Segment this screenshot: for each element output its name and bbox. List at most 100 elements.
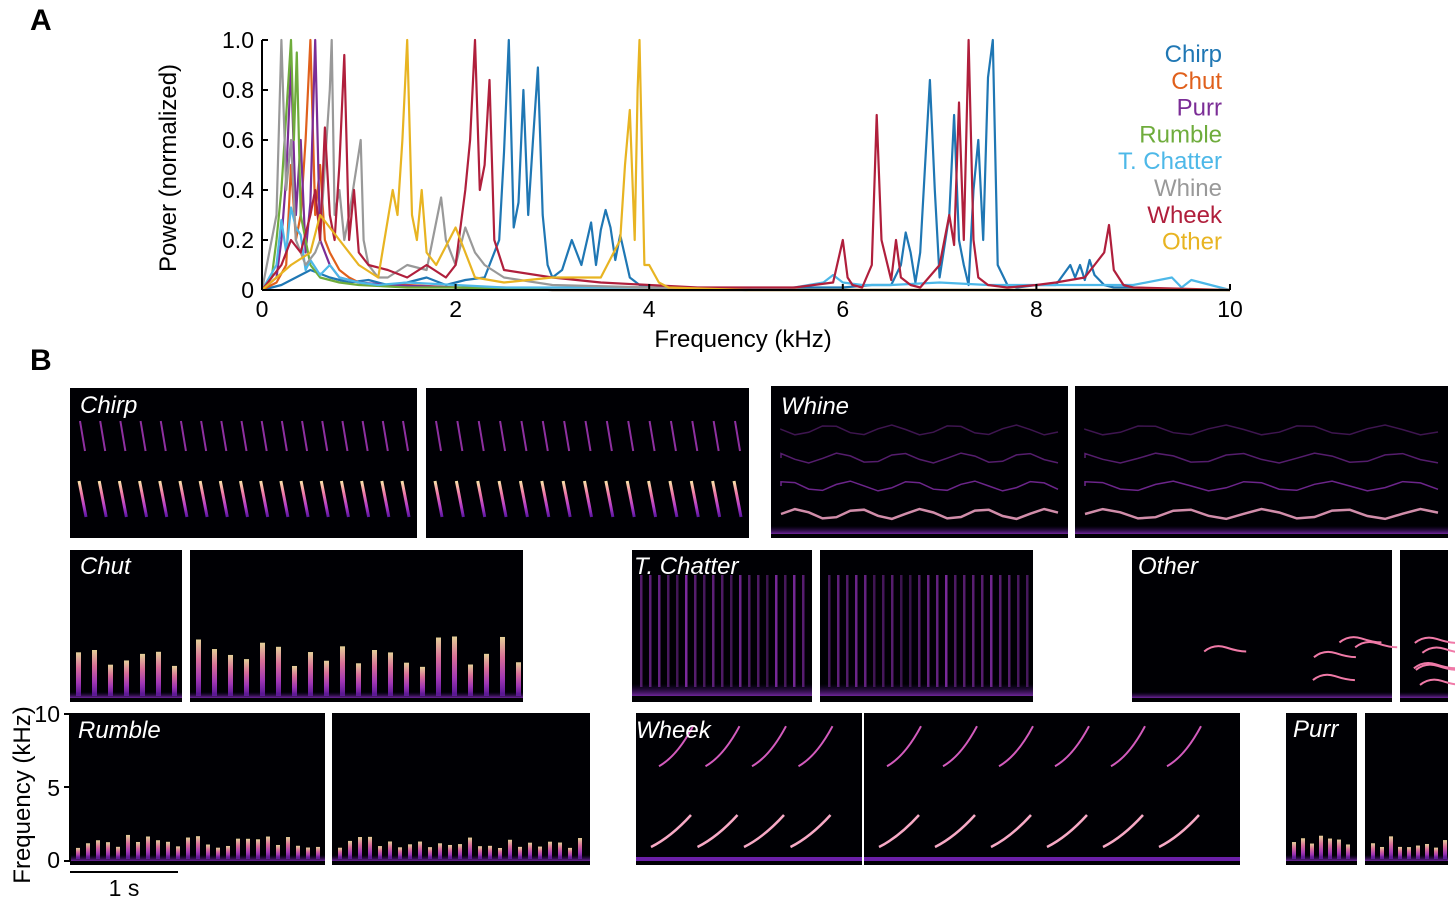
sweep-mark	[1166, 725, 1202, 768]
pulse-mark	[1319, 835, 1323, 859]
call-contour	[1419, 678, 1455, 686]
syllable-mark	[691, 420, 699, 452]
click-mark	[873, 575, 876, 687]
click-mark	[945, 575, 948, 687]
call-contour	[1421, 646, 1455, 654]
sweep-mark	[1110, 725, 1146, 768]
sweep-mark	[1054, 725, 1090, 768]
pulse-mark	[378, 846, 382, 859]
pulse-mark	[448, 844, 452, 859]
pulse-mark	[1416, 845, 1420, 859]
spectrogram-background	[1075, 386, 1448, 538]
click-mark	[1026, 575, 1029, 687]
pulse-mark	[568, 847, 572, 859]
click-mark	[766, 575, 769, 687]
pulse-mark	[276, 844, 280, 859]
pulse-mark	[186, 837, 190, 859]
pulse-mark	[116, 846, 120, 859]
pulse-mark	[196, 639, 201, 696]
sweep-mark	[705, 725, 741, 768]
series-lines	[260, 38, 1231, 292]
syllable-mark	[456, 420, 464, 452]
syllable-mark	[159, 420, 167, 452]
click-mark	[667, 575, 670, 687]
spectrogram-label: Chirp	[80, 392, 137, 419]
click-mark	[927, 575, 930, 687]
syllable-mark	[400, 480, 411, 518]
spectrogram-chatter-1	[632, 550, 812, 702]
sweep-mark	[942, 725, 978, 768]
spectrogram-whine-1	[771, 386, 1068, 538]
y-tick-label: 0.8	[222, 77, 254, 103]
syllable-mark	[669, 420, 677, 452]
pulse-mark	[1301, 838, 1305, 859]
x-tick-label: 2	[449, 296, 462, 322]
call-contour	[1313, 650, 1356, 659]
call-contour	[1203, 645, 1247, 653]
spectrogram-background	[771, 386, 1068, 538]
click-mark	[981, 575, 984, 687]
click-mark	[739, 575, 742, 687]
noise-floor	[1400, 692, 1448, 698]
pulse-mark	[136, 841, 140, 859]
spectrogram-background	[864, 713, 1240, 865]
syllable-mark	[435, 420, 442, 452]
sweep-mark	[1102, 814, 1144, 849]
y-tick-label: 0.4	[222, 177, 254, 203]
syllable-mark	[339, 480, 350, 518]
noise-floor	[70, 692, 182, 698]
syllable-mark	[647, 480, 658, 518]
noise-floor	[332, 855, 590, 861]
pulse-mark	[548, 841, 552, 859]
pulse-mark	[1346, 844, 1350, 859]
pulse-mark	[306, 847, 310, 859]
spectrogram-wheek-1	[636, 713, 862, 865]
syllable-mark	[319, 480, 330, 518]
sweep-mark	[743, 814, 785, 849]
harmonic-contour	[1084, 424, 1439, 436]
pulse-mark	[1292, 842, 1296, 859]
pulse-mark	[1389, 836, 1393, 859]
syllable-mark	[734, 420, 741, 452]
click-mark	[703, 575, 706, 687]
harmonic-contour	[1084, 480, 1439, 492]
pulse-mark	[256, 839, 260, 859]
syllable-mark	[541, 420, 549, 452]
click-mark	[721, 575, 724, 687]
click-mark	[972, 575, 975, 687]
pulse-mark	[86, 843, 90, 859]
syllable-mark	[380, 480, 391, 518]
click-mark	[909, 575, 912, 687]
click-mark	[685, 575, 688, 687]
pulse-mark	[372, 650, 377, 696]
syllable-mark	[301, 420, 309, 452]
pulse-mark	[212, 649, 217, 696]
click-mark	[640, 575, 643, 687]
sweep-mark	[798, 725, 834, 768]
spectrogram-label: Purr	[1293, 716, 1339, 743]
legend-entry: Rumble	[1139, 121, 1222, 148]
click-mark	[694, 575, 697, 687]
pulse-mark	[484, 653, 489, 696]
syllable-mark	[605, 420, 613, 452]
pulse-mark	[246, 838, 250, 859]
x-tick-label: 0	[256, 296, 269, 322]
spectrogram-chatter-2	[820, 550, 1033, 702]
pulse-mark	[236, 838, 240, 859]
pulse-mark	[76, 847, 80, 859]
syllable-mark	[99, 420, 107, 452]
syllable-mark	[139, 420, 147, 452]
syllable-mark	[477, 420, 485, 452]
syllable-mark	[625, 480, 636, 518]
syllable-mark	[240, 420, 248, 452]
syllable-mark	[540, 480, 551, 518]
spectrogram-chut-2	[190, 550, 523, 702]
call-contour	[1414, 636, 1455, 644]
pulse-mark	[286, 837, 290, 859]
click-mark	[963, 575, 966, 687]
spectrogram-purr-2	[1365, 713, 1448, 865]
syllable-mark	[433, 480, 444, 518]
harmonic-contour	[1084, 452, 1439, 464]
pulse-mark	[388, 841, 392, 859]
